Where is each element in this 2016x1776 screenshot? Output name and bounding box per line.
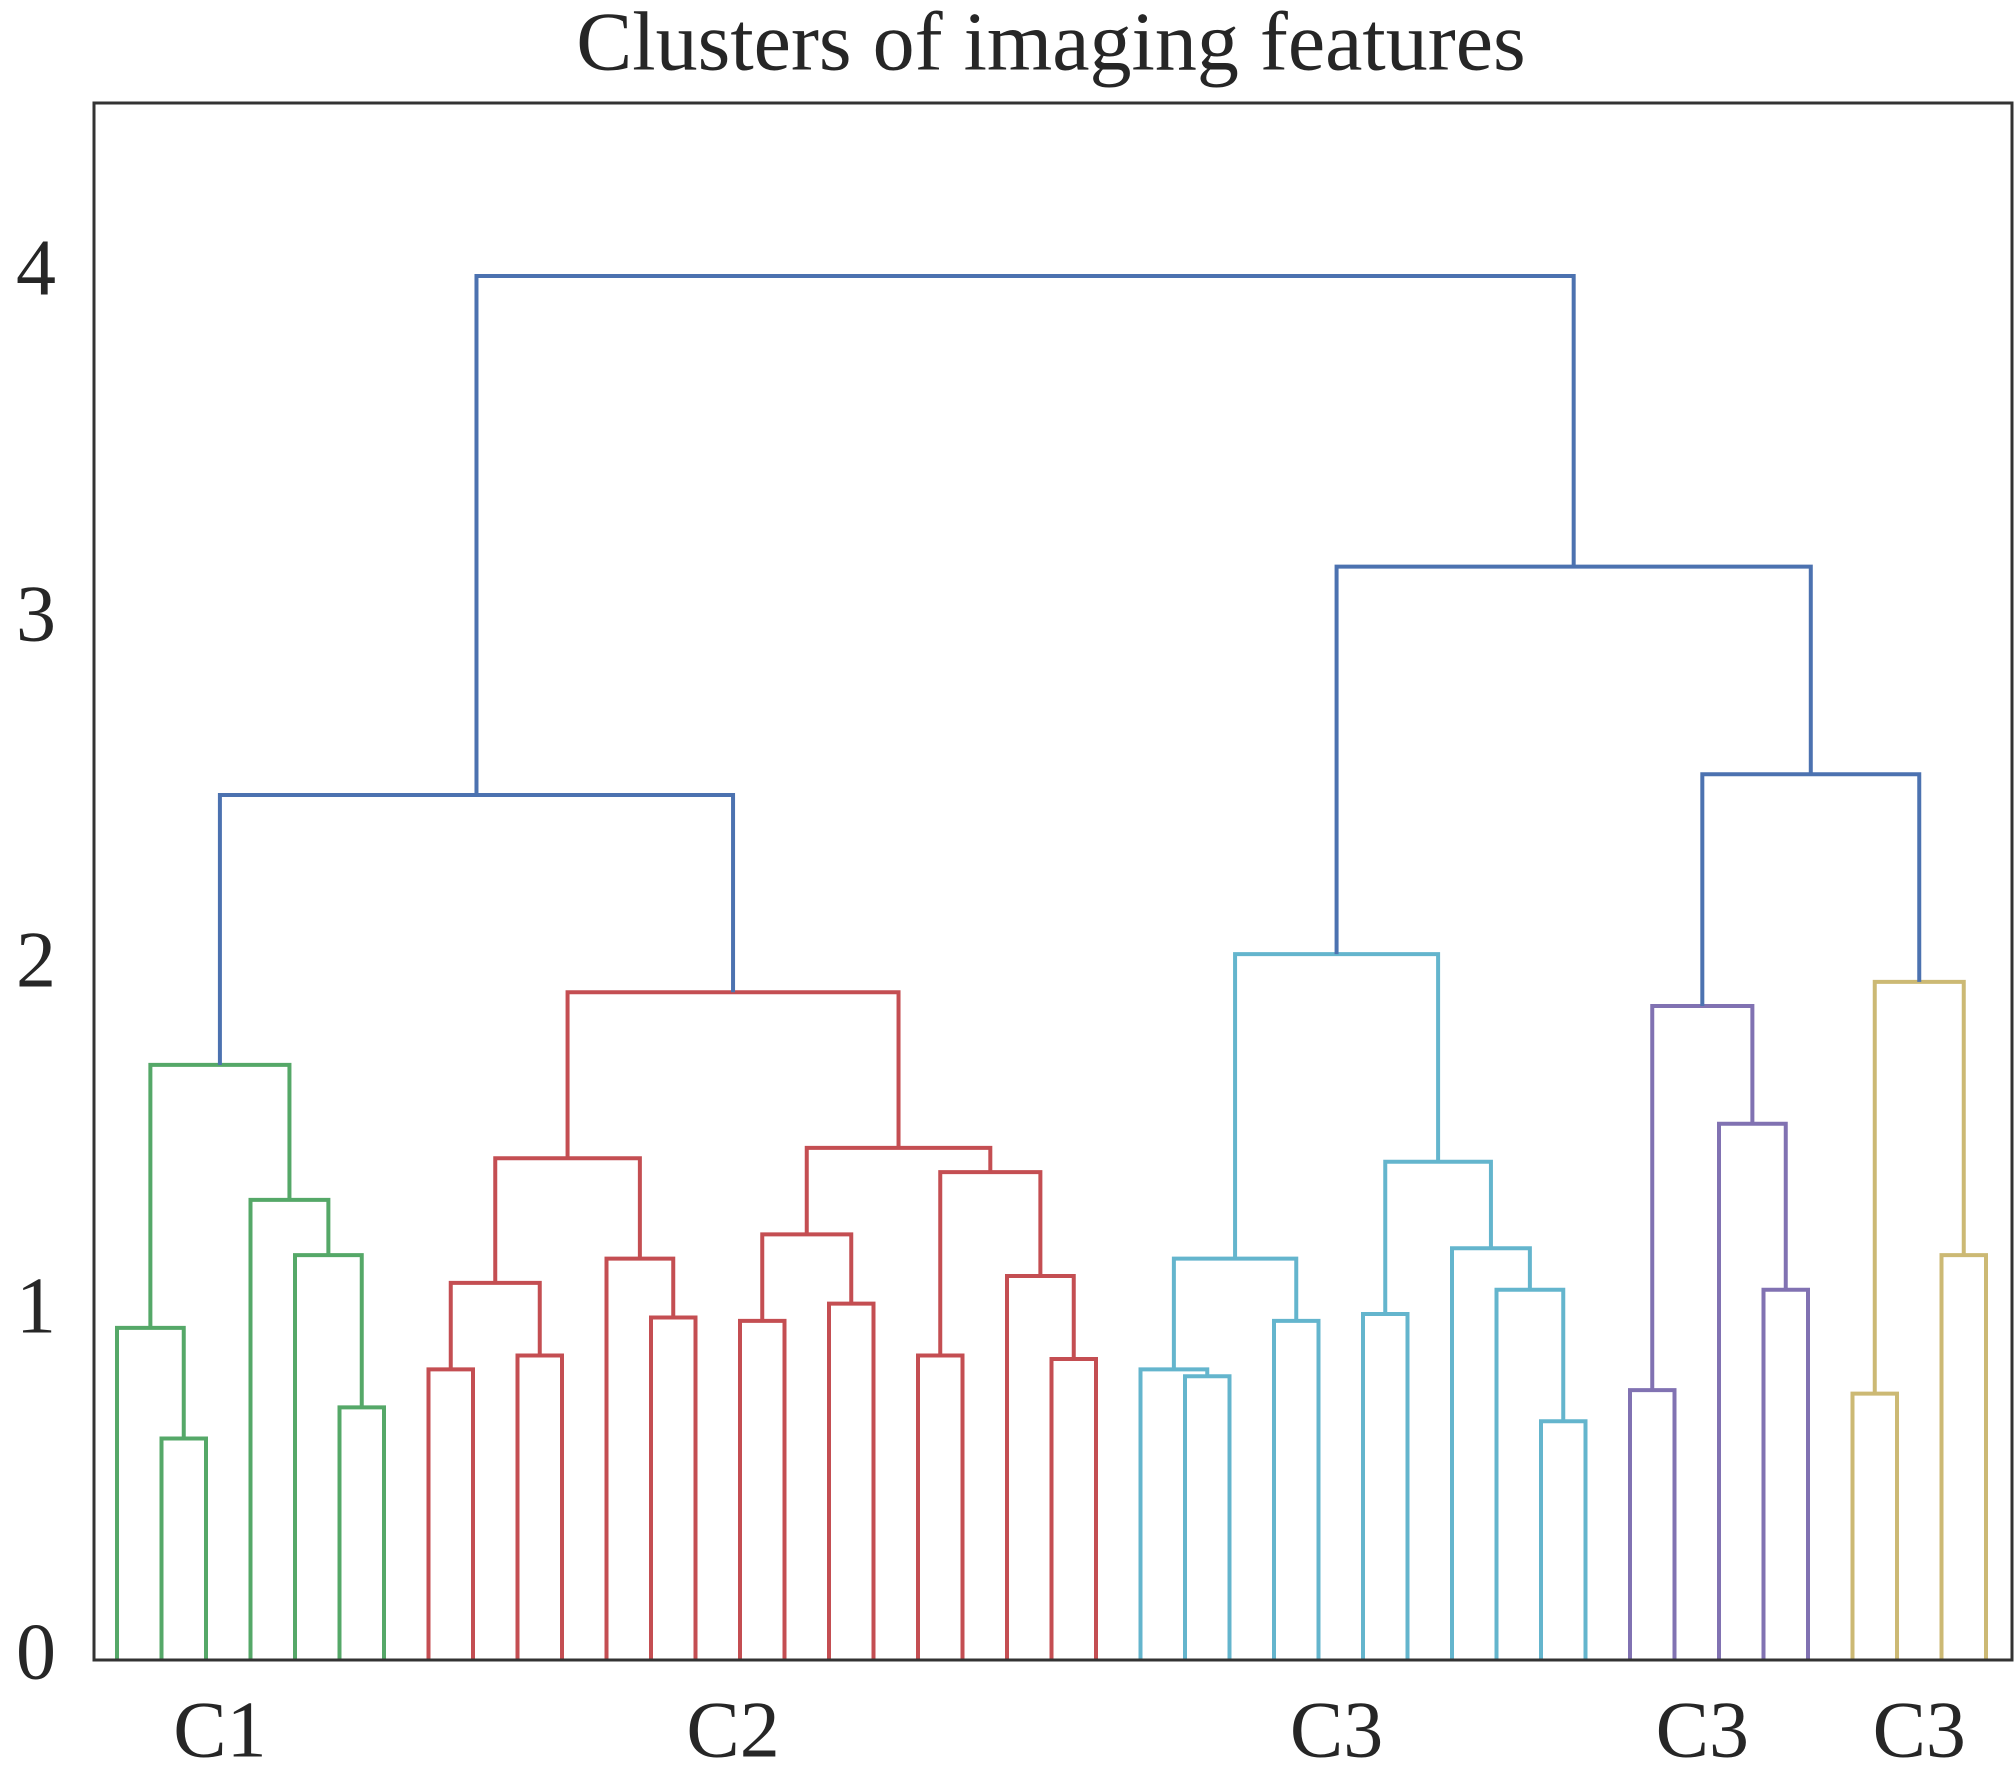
dendrogram-link <box>1717 1121 1788 1660</box>
dendrogram-link <box>827 1301 876 1660</box>
dendrogram-link <box>1872 979 1966 1394</box>
x-tick-label: C2 <box>686 1686 779 1774</box>
dendrogram-link <box>1650 1004 1755 1391</box>
dendrogram-link <box>1628 1388 1677 1660</box>
dendrogram-link <box>426 1367 475 1660</box>
x-tick-label: C3 <box>1873 1686 1966 1774</box>
dendrogram-link <box>760 1232 854 1321</box>
dendrogram-link <box>565 990 901 1159</box>
dendrogram-link <box>337 1405 386 1660</box>
dendrogram-link <box>649 1315 698 1660</box>
x-tick-label: C3 <box>1656 1686 1749 1774</box>
y-tick-label: 0 <box>16 1608 56 1696</box>
dendrogram-link <box>493 1156 642 1283</box>
dendrogram-link <box>515 1353 564 1660</box>
dendrogram-link <box>804 1145 993 1235</box>
chart-title: Clusters of imaging features <box>576 0 1525 88</box>
dendrogram-link <box>217 793 736 1065</box>
dendrogram-link <box>474 274 1576 795</box>
dendrogram-link <box>248 1197 331 1660</box>
dendrogram-link <box>115 1325 186 1660</box>
dendrogram-link <box>1539 1419 1588 1660</box>
dendrogram-link <box>1183 1374 1232 1660</box>
plot-frame <box>92 101 2014 1662</box>
dendrogram-link <box>1272 1318 1321 1660</box>
x-tick-label: C1 <box>173 1686 266 1774</box>
dendrogram-link <box>1761 1287 1810 1660</box>
dendrogram-link <box>1233 952 1441 1259</box>
y-tick-label: 2 <box>16 916 56 1004</box>
dendrogram-link <box>1383 1159 1493 1314</box>
y-tick-label: 4 <box>16 224 56 312</box>
dendrogram-link <box>1939 1253 1988 1660</box>
dendrogram-link <box>738 1318 787 1660</box>
dendrogram-link <box>1850 1391 1899 1660</box>
dendrogram-link <box>293 1253 364 1660</box>
dendrogram-link <box>159 1436 208 1660</box>
dendrogram-link <box>1005 1273 1076 1660</box>
dendrogram-link <box>916 1353 965 1660</box>
x-tick-label: C3 <box>1290 1686 1383 1774</box>
dendrogram-link <box>1450 1246 1532 1660</box>
dendrogram-link <box>1700 772 1922 1007</box>
dendrogram-link <box>148 1062 292 1328</box>
dendrogram-link <box>938 1170 1043 1356</box>
dendrogram-link <box>1138 1367 1210 1660</box>
y-tick-label: 3 <box>16 570 56 658</box>
dendrogram-link <box>1049 1356 1098 1660</box>
dendrogram-link <box>1494 1287 1566 1660</box>
y-tick-label: 1 <box>16 1262 56 1350</box>
dendrogram-link <box>1171 1256 1299 1370</box>
dendrogram-link <box>1361 1312 1410 1660</box>
dendrogram-link <box>1334 564 1813 955</box>
